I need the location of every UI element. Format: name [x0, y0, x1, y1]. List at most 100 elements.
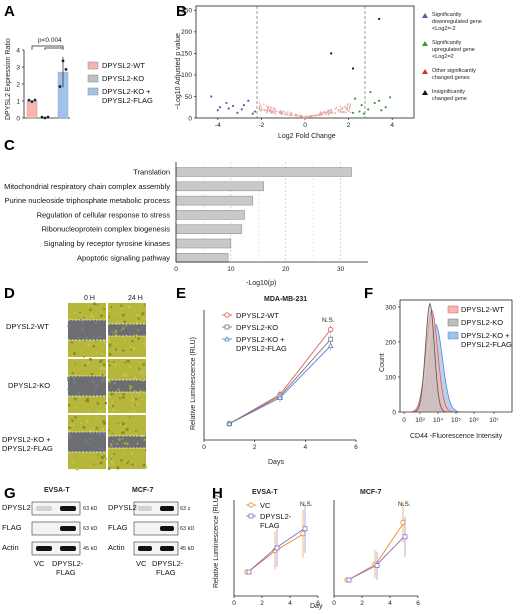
panel-b-cloud-point: [283, 110, 285, 112]
scratch-texture: [73, 310, 77, 314]
panel-b-cloud-point: [306, 116, 309, 119]
panel-f-ylabel: Count: [379, 353, 386, 372]
panel-b-cloud-point: [331, 111, 333, 114]
blot1-lane-vc: VC: [34, 559, 45, 568]
blot-band: [138, 506, 152, 511]
scratch-texture: [130, 348, 133, 351]
panel-b-cloud-point: [326, 111, 328, 114]
panel-h-title-evsa: EVSA-T: [252, 489, 278, 496]
panel-b-cloud-point: [328, 111, 331, 114]
panel-f-legend: DPYSL2-WT DPYSL2-KO DPYSL2-KO + DPYSL2-F…: [447, 305, 512, 349]
panel-a-pvalue: p<0.004: [38, 37, 62, 44]
panel-h-ns-1: N.S.: [300, 501, 313, 508]
scratch-texture: [124, 361, 126, 364]
panel-h-marker: [400, 519, 406, 526]
panel-h-axes: 0 2 4 6 0 2 4 6: [232, 500, 420, 607]
panel-b-cloud-point: [303, 117, 305, 119]
scratch-texture: [99, 464, 103, 467]
scratch-texture: [122, 327, 125, 330]
scratch-texture: [103, 433, 106, 437]
scratch-texture: [104, 401, 108, 405]
scratch-texture: [114, 329, 118, 333]
panel-e-legend: DPYSL2-WT DPYSL2-KO DPYSL2-KO + DPYSL2-F…: [222, 311, 287, 353]
panel-f-ytick-label: 300: [385, 304, 396, 311]
panel-h-xtick-label: 6: [316, 600, 320, 607]
panel-b-cloud-point: [273, 111, 276, 113]
panel-b-ytick-label: 150: [181, 51, 192, 58]
panel-b-cloud-point: [329, 110, 332, 112]
panel-b-cloud-point: [348, 107, 351, 110]
panel-b-cloud-point: [315, 114, 317, 117]
scratch-texture: [102, 455, 106, 458]
panel-h-legend: VC DPYSL2- FLAG: [246, 501, 292, 530]
panel-b-point: [380, 109, 383, 112]
scratch-texture: [120, 304, 123, 307]
panel-b-cloud-point: [324, 111, 327, 113]
panel-b-cloud-point: [288, 115, 291, 117]
panel-b-xtick-label: -2: [259, 122, 265, 129]
scratch-gap: [108, 436, 146, 448]
panel-b-cloud-point: [342, 110, 344, 113]
scratch-texture: [138, 361, 140, 364]
scratch-texture: [99, 373, 102, 376]
scratch-texture: [85, 402, 88, 405]
panel-e: MDA-MB-231 0 2 4 6 N.S. Days Relative Lumin…: [190, 296, 358, 466]
panel-b-point: [388, 96, 392, 99]
panel-a-ytick-label: 4: [16, 47, 20, 54]
legend-f-ko: DPYSL2-KO: [461, 318, 503, 327]
panel-b-cloud-point: [337, 110, 340, 112]
scratch-texture: [98, 335, 102, 339]
scratch-texture: [111, 404, 115, 408]
scratch-texture: [82, 454, 85, 457]
scratch-texture: [109, 344, 112, 347]
scratch-texture: [72, 376, 76, 380]
scratch-texture: [122, 453, 125, 456]
scratch-texture: [110, 305, 113, 308]
scratch-texture: [100, 352, 103, 355]
panel-b-legend-text: <Log2=-2: [432, 26, 456, 32]
legend-f-ko-flag-1: DPYSL2-KO +: [461, 331, 510, 340]
scratch-texture: [97, 410, 101, 414]
panel-e-xtick-label: 2: [253, 444, 257, 451]
scratch-texture: [72, 381, 76, 385]
panel-d-row-wt: DPYSL2-WT: [6, 322, 49, 331]
blot-band: [160, 526, 174, 531]
blot1-size-3: 45 kD: [83, 546, 97, 552]
scratch-gap: [68, 376, 106, 396]
panel-b-cloud-point: [330, 111, 332, 114]
panel-b-cloud-point: [335, 107, 338, 109]
scratch-texture: [125, 427, 129, 431]
panel-h-marker: [346, 577, 352, 583]
panel-d-images: [67, 302, 148, 471]
panel-f-xtick-label: 10⁵: [451, 417, 461, 424]
panel-b-cloud-point: [341, 108, 343, 110]
blot-strip: [31, 541, 81, 556]
scratch-texture: [70, 317, 73, 320]
scratch-texture: [68, 426, 72, 430]
scratch-texture: [122, 392, 126, 396]
panel-b-cloud-point: [280, 110, 282, 112]
panel-e-marker: [327, 342, 334, 348]
panel-b-cloud-point: [327, 113, 330, 116]
panel-h-xtick-label: 4: [288, 600, 292, 607]
panel-a-yticks: 0 1 2 3 4: [16, 47, 24, 122]
scratch-texture: [98, 432, 102, 436]
panel-b-ytick-label: 50: [185, 94, 193, 101]
panel-g-blots: [31, 501, 179, 556]
panel-b-point: [351, 67, 355, 70]
panel-b-cloud-point: [346, 106, 348, 109]
panel-b-points: [210, 17, 392, 115]
scratch-texture: [128, 387, 132, 391]
scratch-texture: [134, 432, 137, 436]
legend-f-wt: DPYSL2-WT: [461, 305, 504, 314]
scratch-texture: [140, 371, 143, 375]
scratch-texture: [82, 322, 85, 325]
panel-f-xlabel: CD44 -Fluorescence Intensity: [410, 433, 503, 440]
scratch-texture: [141, 312, 145, 316]
legend-e-wt: DPYSL2-WT: [236, 311, 279, 320]
scratch-texture: [94, 321, 97, 324]
panel-b-cloud-point: [258, 108, 261, 111]
panel-b-cloud-point: [346, 108, 348, 110]
scratch-texture: [123, 431, 126, 434]
